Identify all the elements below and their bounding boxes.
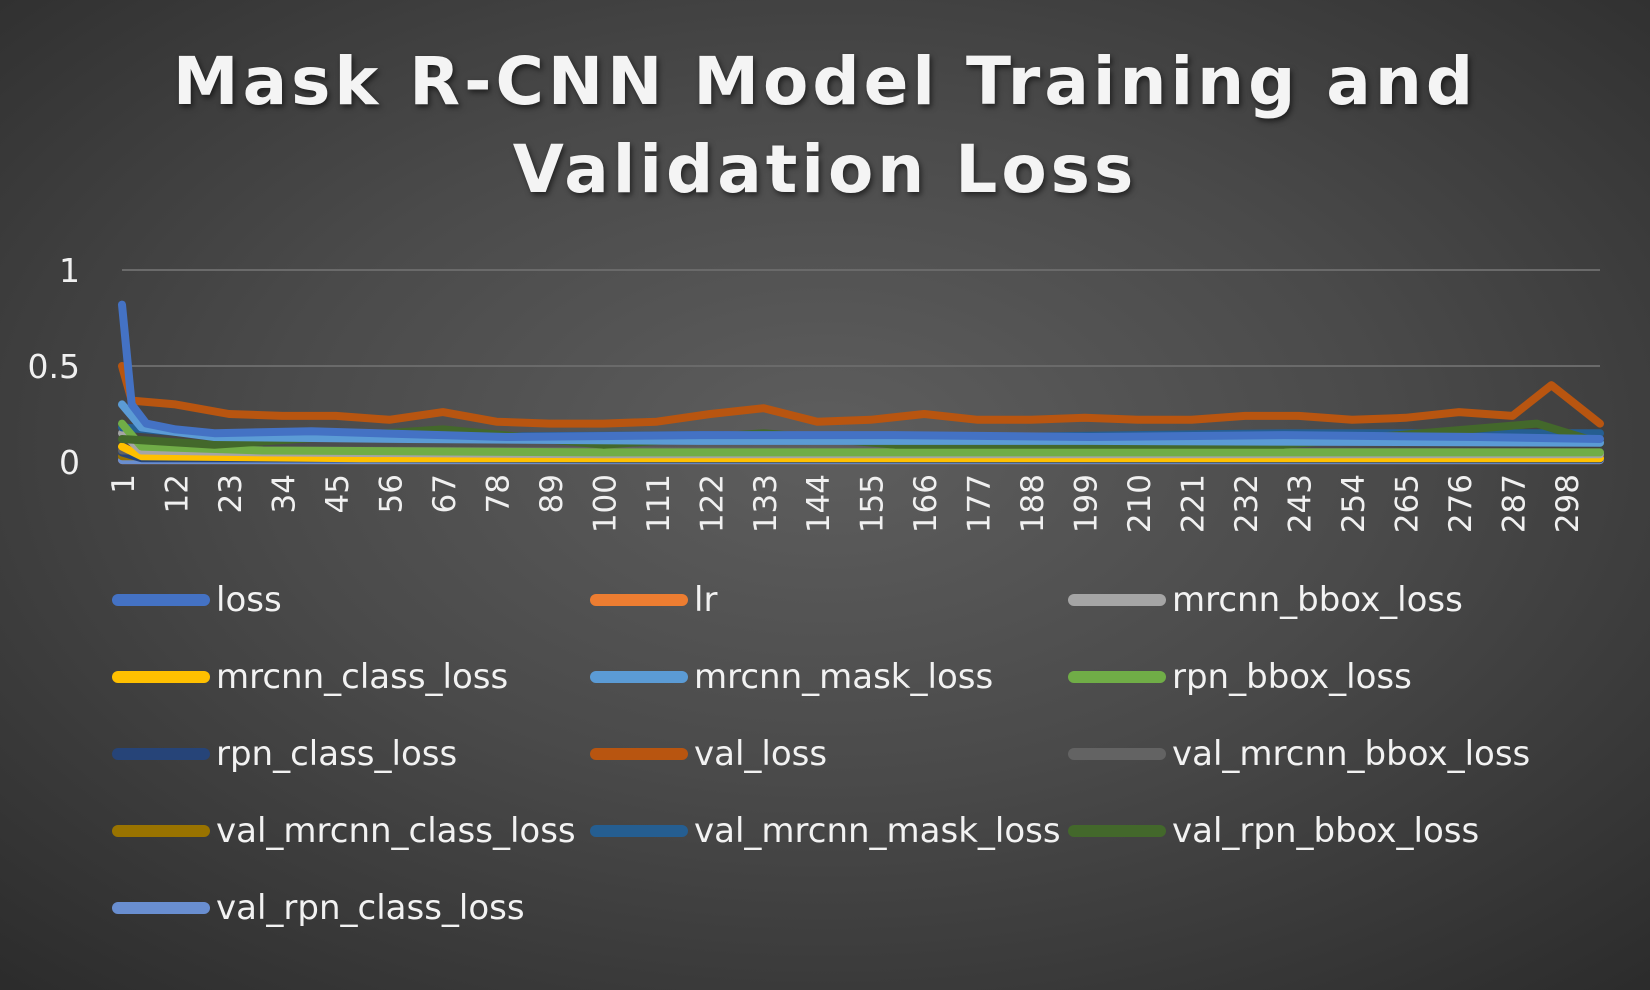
legend-item-loss: loss — [112, 580, 282, 620]
x-tick-label: 287 — [1497, 474, 1533, 533]
legend-swatch — [590, 594, 688, 606]
legend-label: val_mrcnn_bbox_loss — [1172, 734, 1531, 774]
x-tick-label: 232 — [1229, 474, 1265, 533]
legend-item-val-rpn-bbox-loss: val_rpn_bbox_loss — [1068, 811, 1479, 851]
x-tick-label: 155 — [855, 474, 891, 533]
x-tick-label: 188 — [1015, 474, 1051, 533]
x-tick-label: 298 — [1550, 474, 1586, 533]
x-tick-label: 89 — [534, 474, 570, 513]
x-tick-label: 45 — [320, 474, 356, 513]
x-tick-label: 34 — [266, 474, 302, 513]
legend-item-val-rpn-class-loss: val_rpn_class_loss — [112, 888, 525, 928]
x-tick-label: 12 — [160, 474, 196, 513]
x-tick-label: 111 — [641, 474, 677, 533]
y-tick-label: 1 — [59, 251, 80, 290]
legend-label: val_mrcnn_mask_loss — [694, 811, 1061, 851]
legend-item-rpn-class-loss: rpn_class_loss — [112, 734, 457, 774]
legend-item-rpn-bbox-loss: rpn_bbox_loss — [1068, 657, 1412, 697]
legend-label: mrcnn_bbox_loss — [1172, 580, 1463, 620]
series-line-val-loss — [118, 362, 1604, 428]
legend-label: mrcnn_mask_loss — [694, 657, 994, 697]
x-tick-label: 1 — [106, 474, 142, 494]
x-tick-label: 144 — [801, 474, 837, 533]
legend-label: val_rpn_class_loss — [216, 888, 525, 928]
legend-swatch — [590, 671, 688, 683]
x-tick-label: 221 — [1176, 474, 1212, 533]
x-tick-label: 177 — [962, 474, 998, 533]
legend-swatch — [112, 825, 210, 837]
y-axis-ticks: 00.51 — [28, 251, 80, 482]
x-tick-label: 254 — [1336, 474, 1372, 533]
x-tick-label: 210 — [1122, 474, 1158, 533]
x-tick-label: 122 — [694, 474, 730, 533]
x-tick-label: 133 — [748, 474, 784, 533]
legend-item-mrcnn-bbox-loss: mrcnn_bbox_loss — [1068, 580, 1463, 620]
x-tick-label: 23 — [213, 474, 249, 513]
x-tick-label: 199 — [1069, 474, 1105, 533]
x-tick-label: 166 — [908, 474, 944, 533]
legend-item-val-mrcnn-class-loss: val_mrcnn_class_loss — [112, 811, 576, 851]
legend-label: lr — [694, 580, 718, 620]
series-line-loss — [118, 300, 1604, 443]
y-tick-label: 0.5 — [28, 347, 80, 386]
x-axis-ticks: 1 12 23 34 45 56 67 78 89 100 111 122 133 144 155 166 17… — [106, 474, 1586, 533]
legend-item-val-loss: val_loss — [590, 734, 827, 774]
x-tick-label: 265 — [1390, 474, 1426, 533]
legend-label: val_loss — [694, 734, 828, 774]
x-tick-label: 56 — [373, 474, 409, 513]
legend-label: mrcnn_class_loss — [216, 657, 509, 697]
legend-swatch — [112, 671, 210, 683]
legend-item-val-mrcnn-bbox-loss: val_mrcnn_bbox_loss — [1068, 734, 1530, 774]
legend-swatch — [1068, 594, 1166, 606]
legend-swatch — [1068, 671, 1166, 683]
series-lines — [118, 300, 1604, 465]
legend: loss lr mrcnn_bbox_loss mrcnn_class_loss mrc… — [112, 580, 1612, 980]
legend-swatch — [590, 825, 688, 837]
x-tick-label: 67 — [427, 474, 463, 513]
legend-item-val-mrcnn-mask-loss: val_mrcnn_mask_loss — [590, 811, 1061, 851]
x-tick-label: 243 — [1283, 474, 1319, 533]
legend-label: val_mrcnn_class_loss — [216, 811, 576, 851]
legend-swatch — [1068, 748, 1166, 760]
legend-swatch — [590, 748, 688, 760]
legend-item-mrcnn-class-loss: mrcnn_class_loss — [112, 657, 508, 697]
legend-swatch — [112, 902, 210, 914]
legend-swatch — [112, 748, 210, 760]
y-tick-label: 0 — [59, 443, 80, 482]
legend-label: loss — [216, 580, 282, 620]
legend-label: rpn_class_loss — [216, 734, 458, 774]
legend-item-mrcnn-mask-loss: mrcnn_mask_loss — [590, 657, 993, 697]
legend-label: val_rpn_bbox_loss — [1172, 811, 1480, 851]
legend-item-lr: lr — [590, 580, 717, 620]
legend-swatch — [1068, 825, 1166, 837]
legend-swatch — [112, 594, 210, 606]
chart-title: Mask R-CNN Model Training and Validation… — [172, 43, 1478, 208]
x-tick-label: 78 — [480, 474, 516, 513]
x-tick-label: 276 — [1443, 474, 1479, 533]
x-tick-label: 100 — [587, 474, 623, 533]
gridlines — [122, 269, 1600, 367]
legend-label: rpn_bbox_loss — [1172, 657, 1412, 697]
